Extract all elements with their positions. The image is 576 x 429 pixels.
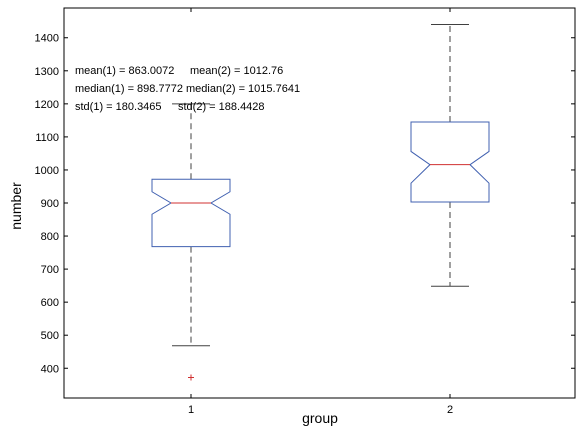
y-tick-label: 1000 [35,165,59,177]
y-tick-label: 500 [41,330,59,342]
y-axis-title: number [8,182,24,230]
outlier-marker [188,374,194,381]
box-series [151,24,490,381]
annotation-mean1: mean(1) = 863.0072 [75,65,174,77]
annotation-std2: std(2) = 188.4428 [178,101,265,113]
y-tick-label: 1400 [35,33,59,45]
stats-annotations: mean(1) = 863.0072 mean(2) = 1012.76 media… [75,65,300,113]
annotation-median2: median(2) = 1015.7641 [186,83,300,95]
x-axis-title: group [302,410,338,426]
y-tick-label: 1300 [35,66,59,78]
annotation-std1: std(1) = 180.3465 [75,101,162,113]
x-tick-label: 2 [447,404,453,416]
notched-box [410,121,490,203]
y-tick-label: 900 [41,198,59,210]
box-group-2 [410,24,490,287]
notched-box [151,178,231,248]
y-axis: 400 500 600 700 800 900 1000 1100 1200 1300 1400 [35,33,575,375]
y-tick-label: 1100 [35,132,59,144]
annotation-median1: median(1) = 898.7772 [75,83,183,95]
y-tick-label: 800 [41,231,59,243]
annotation-mean2: mean(2) = 1012.76 [190,65,283,77]
y-tick-label: 700 [41,264,59,276]
x-tick-label: 1 [188,404,194,416]
box-group-1 [151,103,231,381]
y-tick-label: 600 [41,297,59,309]
y-tick-label: 1200 [35,99,59,111]
y-tick-label: 400 [41,363,59,375]
